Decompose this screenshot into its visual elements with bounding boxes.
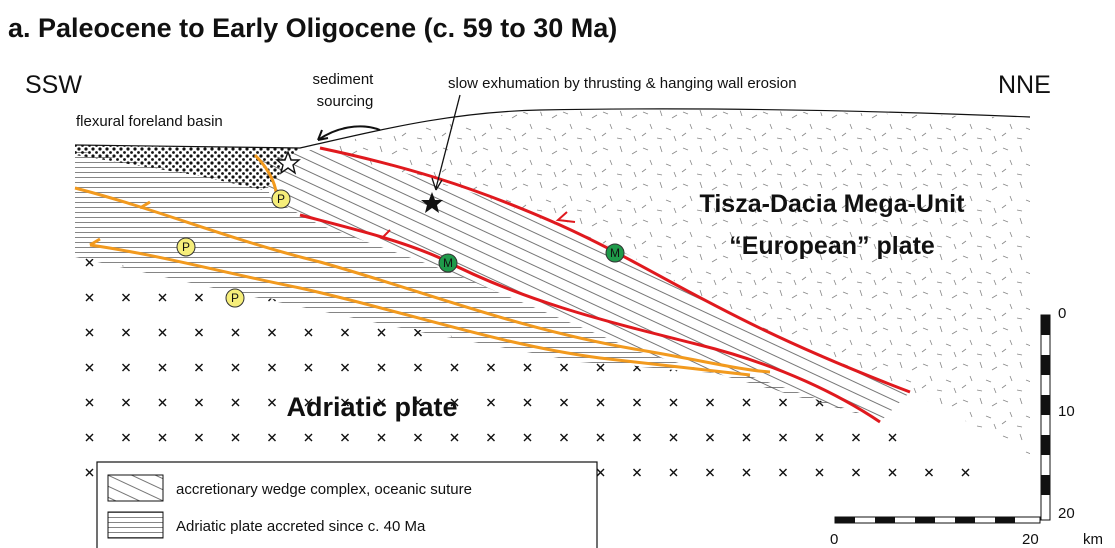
sourcing-line: sourcing bbox=[317, 93, 374, 110]
adriatic-label: Adriatic plate bbox=[286, 392, 457, 422]
scale-label: 20 bbox=[1058, 505, 1075, 522]
scale-label: 20 bbox=[1022, 531, 1039, 548]
exhumation-label: slow exhumation by thrusting & hanging w… bbox=[448, 75, 797, 92]
european-label: “European” plate bbox=[729, 232, 935, 260]
orientation-left: SSW bbox=[25, 71, 82, 99]
marker-label: P bbox=[277, 192, 285, 206]
foreland-label: flexural foreland basin bbox=[76, 113, 223, 130]
title: a. Paleocene to Early Oligocene (c. 59 t… bbox=[8, 13, 617, 43]
sediment-line: sediment bbox=[312, 71, 374, 88]
sediment-label: sediment sourcing bbox=[312, 71, 377, 110]
legend: accretionary wedge complex, oceanic sutu… bbox=[97, 462, 597, 548]
scale-label: 10 bbox=[1058, 403, 1075, 420]
marker-label: M bbox=[443, 256, 453, 270]
marker-label: P bbox=[231, 291, 239, 305]
legend-text: Adriatic plate accreted since c. 40 Ma bbox=[176, 518, 426, 535]
legend-text: accretionary wedge complex, oceanic sutu… bbox=[176, 481, 472, 498]
european-label: Tisza-Dacia Mega-Unit bbox=[700, 190, 966, 218]
cross-section: a. Paleocene to Early Oligocene (c. 59 t… bbox=[0, 0, 1115, 548]
orientation-right: NNE bbox=[998, 71, 1051, 99]
marker-label: P bbox=[182, 240, 190, 254]
scale-unit: km bbox=[1083, 531, 1103, 548]
marker-label: M bbox=[610, 246, 620, 260]
scale-label: 0 bbox=[830, 531, 838, 548]
scale-label: 0 bbox=[1058, 305, 1066, 322]
